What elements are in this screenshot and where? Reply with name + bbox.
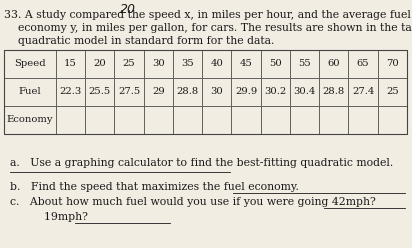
Bar — [115, 50, 144, 78]
Bar — [115, 106, 144, 134]
Bar — [290, 50, 319, 78]
Text: 15: 15 — [64, 60, 77, 68]
Text: 20: 20 — [120, 3, 136, 16]
Bar — [290, 106, 319, 134]
Bar — [56, 106, 85, 134]
Text: quadratic model in standard form for the data.: quadratic model in standard form for the… — [4, 36, 274, 46]
Bar — [261, 106, 290, 134]
Text: 25.5: 25.5 — [89, 88, 111, 96]
Text: b.   Find the speed that maximizes the fuel economy.: b. Find the speed that maximizes the fue… — [10, 182, 299, 192]
Text: Speed: Speed — [14, 60, 46, 68]
Text: 25: 25 — [123, 60, 136, 68]
Text: Fuel: Fuel — [19, 88, 41, 96]
Bar — [349, 50, 378, 78]
Text: 30: 30 — [152, 60, 165, 68]
Bar — [4, 78, 56, 106]
Bar — [378, 50, 407, 78]
Bar — [202, 106, 232, 134]
Bar — [290, 78, 319, 106]
Bar — [202, 50, 232, 78]
Text: 60: 60 — [328, 60, 340, 68]
Text: 40: 40 — [211, 60, 223, 68]
Text: 30.2: 30.2 — [264, 88, 286, 96]
Text: 45: 45 — [240, 60, 253, 68]
Bar — [232, 50, 261, 78]
Bar — [319, 106, 349, 134]
Bar — [349, 106, 378, 134]
Bar — [261, 50, 290, 78]
Text: 30.4: 30.4 — [293, 88, 316, 96]
Text: 33. A study compared the speed x, in miles per hour, and the average fuel: 33. A study compared the speed x, in mil… — [4, 10, 411, 20]
Bar — [378, 78, 407, 106]
Text: 29.9: 29.9 — [235, 88, 257, 96]
Text: 50: 50 — [269, 60, 282, 68]
Bar — [4, 106, 56, 134]
Bar — [144, 106, 173, 134]
Bar — [173, 106, 202, 134]
Text: 29: 29 — [152, 88, 165, 96]
Bar — [85, 106, 115, 134]
Text: Economy: Economy — [7, 116, 53, 124]
Text: 35: 35 — [181, 60, 194, 68]
Text: 30: 30 — [211, 88, 223, 96]
Bar — [173, 78, 202, 106]
Bar — [85, 50, 115, 78]
Bar — [202, 78, 232, 106]
Bar — [232, 106, 261, 134]
Bar — [319, 78, 349, 106]
Text: 27.5: 27.5 — [118, 88, 140, 96]
Bar — [232, 78, 261, 106]
Bar — [319, 50, 349, 78]
Bar — [85, 78, 115, 106]
Text: 28.8: 28.8 — [176, 88, 199, 96]
Text: 19mph?: 19mph? — [23, 212, 88, 222]
Text: 65: 65 — [357, 60, 370, 68]
Text: economy y, in miles per gallon, for cars. The results are shown in the table. Fi: economy y, in miles per gallon, for cars… — [4, 23, 412, 33]
Text: 70: 70 — [386, 60, 399, 68]
Bar — [115, 78, 144, 106]
Text: 20: 20 — [94, 60, 106, 68]
Text: a.   Use a graphing calculator to find the best-fitting quadratic model.: a. Use a graphing calculator to find the… — [10, 158, 393, 168]
Bar — [378, 106, 407, 134]
Bar — [56, 78, 85, 106]
Bar — [144, 50, 173, 78]
Bar — [144, 78, 173, 106]
Text: 25: 25 — [386, 88, 399, 96]
Text: c.   About how much fuel would you use if you were going 42mph?: c. About how much fuel would you use if … — [10, 197, 376, 207]
Bar — [349, 78, 378, 106]
Bar — [4, 50, 56, 78]
Text: 28.8: 28.8 — [323, 88, 345, 96]
Bar — [4, 50, 407, 134]
Text: 55: 55 — [298, 60, 311, 68]
Text: 22.3: 22.3 — [59, 88, 82, 96]
Bar — [173, 50, 202, 78]
Text: 27.4: 27.4 — [352, 88, 375, 96]
Bar — [261, 78, 290, 106]
Bar — [56, 50, 85, 78]
